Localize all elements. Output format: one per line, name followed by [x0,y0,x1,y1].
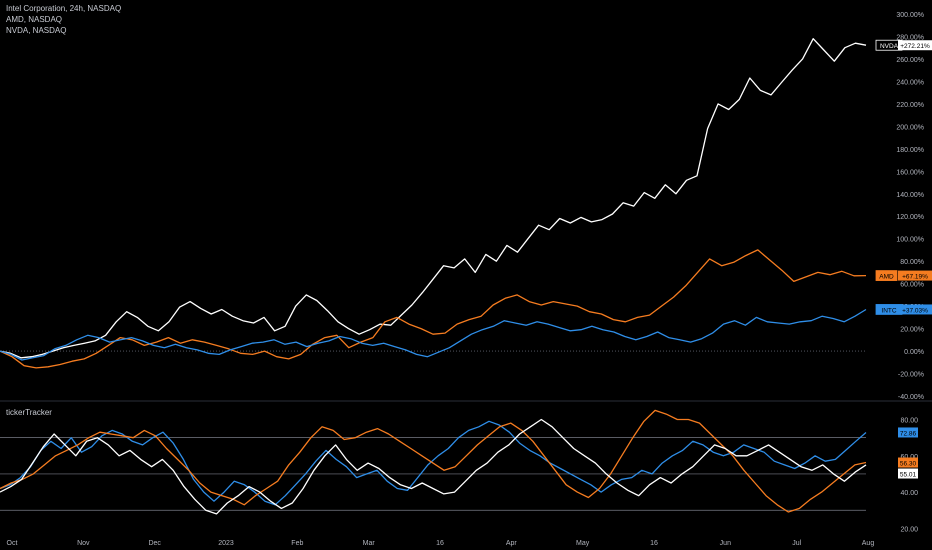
x-tick-label-dec-2: Dec [148,540,161,547]
y-tick-label-240-00: 240.00% [896,79,924,86]
x-tick-label-feb-4: Feb [291,540,303,547]
y-tick-label-280-00: 280.00% [896,34,924,41]
indicator-last-value-badge-amd [898,457,918,468]
last-value-badge-intc [898,304,932,315]
indicator-y-tick-20-00: 20.00 [900,526,918,533]
indicator-title[interactable]: tickerTracker [6,408,52,417]
series-line-nvda [0,38,867,359]
x-tick-label-aug-12: Aug [862,540,875,547]
last-value-label-nvda: +272.21% [900,43,930,50]
chart-title-amd: AMD, NASDAQ [6,15,63,24]
indicator-last-value-label-intc: 72.86 [900,430,917,437]
x-tick-label-mar-5: Mar [363,540,376,547]
y-tick-label-20-00: -20.00% [898,372,924,379]
y-tick-label-140-00: 140.00% [896,192,924,199]
indicator-last-value-badge-nvda [898,468,918,479]
last-value-badge-nvda [898,40,932,51]
y-tick-label-160-00: 160.00% [896,169,924,176]
y-tick-label-220-00: 220.00% [896,102,924,109]
y-tick-label-120-00: 120.00% [896,214,924,221]
last-value-badge-amd [898,270,932,281]
x-tick-label-may-8: May [576,540,590,547]
y-tick-label-0-00: 0.00% [904,349,924,356]
indicator-series-line-nvda [0,418,867,515]
series-name-label-intc: INTC [881,307,896,314]
series-name-label-amd: AMD [879,274,894,281]
y-tick-label-200-00: 200.00% [896,124,924,131]
y-tick-label-80-00: 80.00% [900,259,924,266]
y-tick-label-300-00: 300.00% [896,12,924,19]
last-value-label-amd: +67.19% [902,274,928,281]
indicator-series-line-intc [0,420,867,506]
indicator-last-value-badge-intc [898,427,918,438]
x-tick-label-jun-10: Jun [720,540,731,547]
x-tick-label-nov-1: Nov [77,540,90,547]
y-tick-label-60-00: 60.00% [900,282,924,289]
series-name-label-nvda: NVDA [880,43,899,50]
x-tick-label-16-6: 16 [436,540,444,547]
indicator-y-tick-80-00: 80.00 [900,418,918,425]
y-tick-label-180-00: 180.00% [896,147,924,154]
y-tick-label-20-00: 20.00% [900,327,924,334]
x-tick-label-oct-0: Oct [7,540,18,547]
x-tick-label-2023-3: 2023 [218,540,234,547]
indicator-series-line-amd [0,409,867,513]
indicator-y-tick-60-00: 60.00 [900,454,918,461]
indicator-last-value-label-nvda: 55.01 [900,472,917,479]
x-tick-label-jul-11: Jul [792,540,801,547]
indicator-last-value-label-amd: 56.30 [900,461,917,468]
x-tick-label-16-9: 16 [650,540,658,547]
series-line-intc [0,308,867,361]
indicator-y-tick-40-00: 40.00 [900,490,918,497]
series-line-amd [0,249,867,369]
series-name-badge-amd [875,270,898,281]
last-value-label-intc: +37.03% [902,307,928,314]
chart-title-intc: Intel Corporation, 24h, NASDAQ [6,4,122,13]
chart-title-nvda: NVDA, NASDAQ [6,26,67,35]
y-tick-label-100-00: 100.00% [896,237,924,244]
x-tick-label-apr-7: Apr [506,540,518,547]
y-tick-label-260-00: 260.00% [896,57,924,64]
y-tick-label-40-00: -40.00% [898,394,924,401]
